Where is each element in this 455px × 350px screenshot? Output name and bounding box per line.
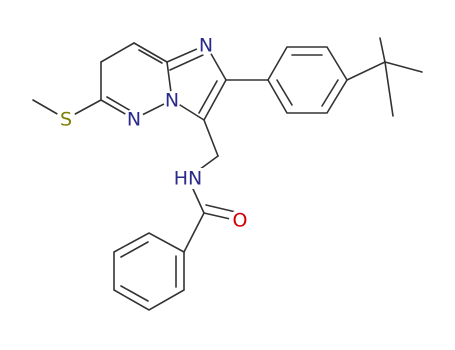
atom-label: HN — [174, 168, 203, 190]
label-bg — [163, 91, 181, 109]
labels: S N N N HN O — [56, 35, 249, 232]
atom-label: S — [60, 109, 72, 131]
atom-label: N — [165, 90, 179, 112]
label-bg — [229, 210, 249, 230]
label-bg — [196, 35, 216, 55]
atom-label: N — [199, 35, 213, 57]
atom-label: O — [233, 210, 248, 232]
atom-label: N — [127, 109, 141, 131]
bonds — [32, 37, 423, 311]
label-bg — [56, 109, 76, 129]
label-bg — [124, 109, 144, 129]
label-bg — [172, 168, 204, 189]
